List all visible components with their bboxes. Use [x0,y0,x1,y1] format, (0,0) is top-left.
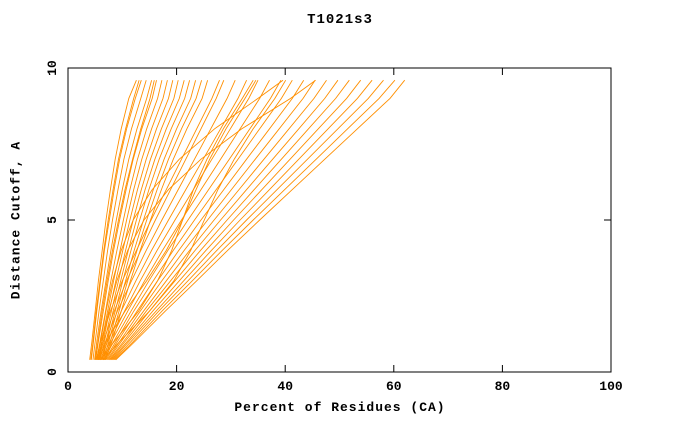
curve [103,79,282,361]
curve [89,80,137,360]
curve [102,79,270,360]
y-tick-label: 10 [45,60,60,76]
curve [97,79,257,360]
y-tick-label: 5 [45,216,60,224]
curve [101,80,191,360]
curve [94,80,155,360]
tick-labels: 0 20 40 60 80 100 0 5 10 [45,60,623,394]
curve [95,80,220,360]
curve [96,80,163,360]
axis-ticks [67,67,612,373]
curve [106,79,316,361]
x-tick-label: 100 [599,379,623,394]
curve [95,80,157,360]
curve [113,79,384,361]
curve [96,79,284,360]
curve [115,79,406,361]
curve [92,80,147,360]
curve [90,80,142,360]
y-tick-label: 0 [45,368,60,376]
x-tick-label: 80 [495,379,511,394]
chart-title: T1021s3 [307,12,373,28]
curve [99,80,236,360]
curve [111,79,362,361]
curve [105,80,209,360]
curve [110,79,350,361]
curve [102,79,287,361]
curve [101,79,259,360]
curve [112,79,373,361]
x-tick-label: 40 [277,379,293,394]
x-tick-label: 20 [169,379,185,394]
curve [104,79,293,361]
x-axis-label: Percent of Residues (CA) [234,400,446,415]
x-tick-label: 0 [64,379,72,394]
curve [97,79,316,360]
curve [90,80,140,360]
curve [114,79,396,361]
curve [94,80,153,360]
curve [97,80,225,360]
curve-series [89,79,406,361]
curve [100,80,248,360]
curve [107,79,327,361]
x-tick-label: 60 [386,379,402,394]
curve [97,80,168,360]
curve [103,80,203,360]
curve [108,79,339,361]
